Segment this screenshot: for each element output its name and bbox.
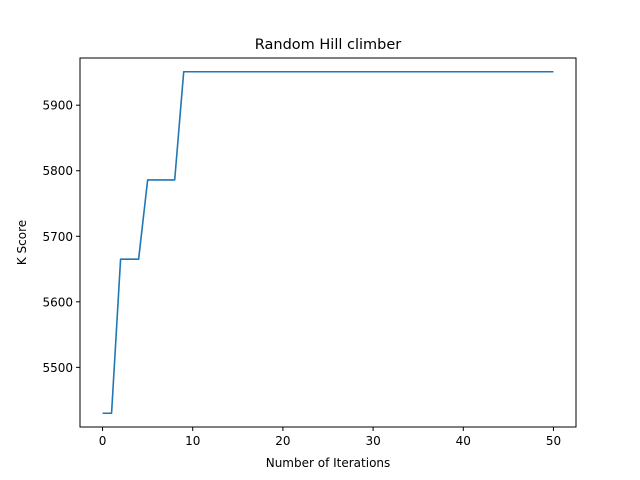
y-tick-label: 5700 bbox=[42, 230, 73, 244]
x-axis-label: Number of Iterations bbox=[266, 456, 391, 470]
y-tick-label: 5600 bbox=[42, 295, 73, 309]
y-axis-label: K Score bbox=[15, 220, 29, 265]
x-tick-label: 40 bbox=[456, 434, 471, 448]
plot-area bbox=[102, 70, 554, 415]
x-axis-ticks: 0 10 20 30 40 50 bbox=[99, 427, 561, 448]
y-tick-label: 5900 bbox=[42, 99, 73, 113]
series-line-0 bbox=[102, 70, 554, 415]
y-axis-ticks: 5500 5600 5700 5800 5900 bbox=[42, 99, 80, 375]
chart-title: Random Hill climber bbox=[255, 37, 402, 53]
x-tick-label: 30 bbox=[365, 434, 380, 448]
y-tick-label: 5500 bbox=[42, 361, 73, 375]
x-tick-label: 20 bbox=[275, 434, 290, 448]
x-tick-label: 50 bbox=[546, 434, 561, 448]
x-tick-label: 10 bbox=[185, 434, 200, 448]
y-tick-label: 5800 bbox=[42, 164, 73, 178]
x-tick-label: 0 bbox=[99, 434, 107, 448]
axes-frame bbox=[79, 57, 577, 428]
